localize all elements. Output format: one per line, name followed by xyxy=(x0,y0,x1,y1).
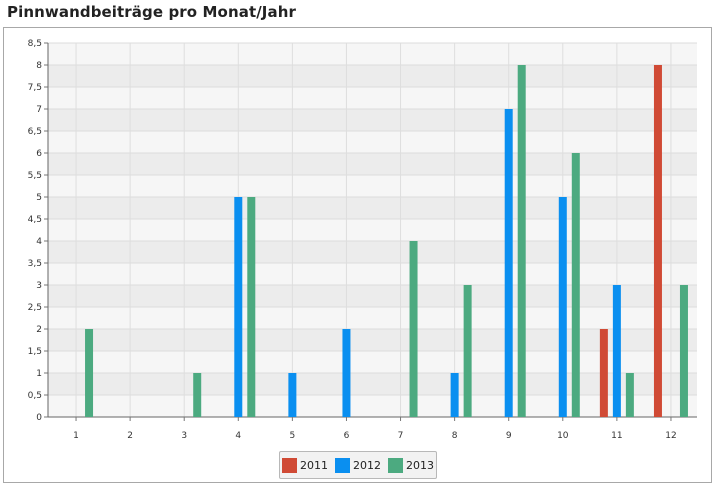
x-tick-label: 12 xyxy=(665,431,676,441)
x-tick-label: 8 xyxy=(452,431,458,441)
y-tick-label: 3,5 xyxy=(28,259,42,269)
y-tick-label: 4,5 xyxy=(28,215,42,225)
plot-band xyxy=(48,175,697,197)
bar-2013-4 xyxy=(247,197,256,417)
legend-label-2013: 2013 xyxy=(406,458,434,472)
plot-band xyxy=(48,329,697,351)
y-tick-label: 7 xyxy=(36,105,42,115)
bar-2013-3 xyxy=(193,373,202,417)
bar-2013-7 xyxy=(409,241,418,417)
plot-band xyxy=(48,219,697,241)
x-tick-label: 3 xyxy=(181,431,187,441)
bar-2012-11 xyxy=(612,285,621,417)
x-tick-label: 11 xyxy=(611,431,622,441)
plot-band xyxy=(48,197,697,219)
x-tick-label: 2 xyxy=(127,431,133,441)
plot-band xyxy=(48,263,697,285)
plot-band xyxy=(48,241,697,263)
plot-band xyxy=(48,373,697,395)
bar-2013-8 xyxy=(463,285,472,417)
x-tick-label: 1 xyxy=(73,431,79,441)
chart-title: Pinnwandbeiträge pro Monat/Jahr xyxy=(7,3,296,21)
x-tick-label: 6 xyxy=(344,431,350,441)
bar-2012-10 xyxy=(558,197,567,417)
plot-band xyxy=(48,109,697,131)
legend-swatch-2012 xyxy=(335,457,350,473)
legend-label-2011: 2011 xyxy=(300,458,328,472)
legend-item-2013[interactable]: 2013 xyxy=(388,457,434,473)
legend: 2011 2012 2013 xyxy=(279,451,437,479)
y-tick-label: 8,5 xyxy=(28,39,42,49)
bar-2013-11 xyxy=(625,373,634,417)
bar-2012-6 xyxy=(342,329,351,417)
y-tick-label: 2,5 xyxy=(28,303,42,313)
plot-band xyxy=(48,351,697,373)
legend-swatch-2013 xyxy=(388,457,403,473)
y-tick-label: 0,5 xyxy=(28,391,42,401)
plot-band xyxy=(48,395,697,417)
legend-item-2012[interactable]: 2012 xyxy=(335,457,381,473)
bar-2011-12 xyxy=(653,65,662,417)
legend-label-2012: 2012 xyxy=(353,458,381,472)
x-tick-label: 10 xyxy=(557,431,569,441)
y-tick-label: 8 xyxy=(36,61,42,71)
bar-2012-5 xyxy=(288,373,297,417)
y-tick-label: 4 xyxy=(36,237,42,247)
y-tick-label: 1 xyxy=(36,369,42,379)
y-tick-label: 5 xyxy=(36,193,42,203)
bar-2013-12 xyxy=(679,285,688,417)
x-tick-label: 4 xyxy=(235,431,241,441)
y-tick-label: 2 xyxy=(36,325,42,335)
y-tick-label: 3 xyxy=(36,281,42,291)
plot-band xyxy=(48,43,697,65)
bar-2012-4 xyxy=(234,197,243,417)
plot-band xyxy=(48,153,697,175)
bar-2012-9 xyxy=(504,109,513,417)
bar-2011-11 xyxy=(599,329,608,417)
bar-2013-10 xyxy=(571,153,580,417)
x-tick-label: 9 xyxy=(506,431,512,441)
x-tick-label: 5 xyxy=(290,431,296,441)
x-tick-label: 7 xyxy=(398,431,404,441)
bar-2013-1 xyxy=(85,329,94,417)
plot-band xyxy=(48,131,697,153)
y-tick-label: 6,5 xyxy=(28,127,42,137)
bar-2013-9 xyxy=(517,65,526,417)
plot-band xyxy=(48,285,697,307)
bar-2012-8 xyxy=(450,373,459,417)
y-tick-label: 1,5 xyxy=(28,347,42,357)
y-tick-label: 7,5 xyxy=(28,83,42,93)
y-tick-label: 6 xyxy=(36,149,42,159)
y-tick-label: 0 xyxy=(36,413,42,423)
legend-swatch-2011 xyxy=(282,457,297,473)
y-tick-label: 5,5 xyxy=(28,171,42,181)
plot-band xyxy=(48,307,697,329)
plot-band xyxy=(48,65,697,87)
plot-band xyxy=(48,87,697,109)
legend-item-2011[interactable]: 2011 xyxy=(282,457,328,473)
